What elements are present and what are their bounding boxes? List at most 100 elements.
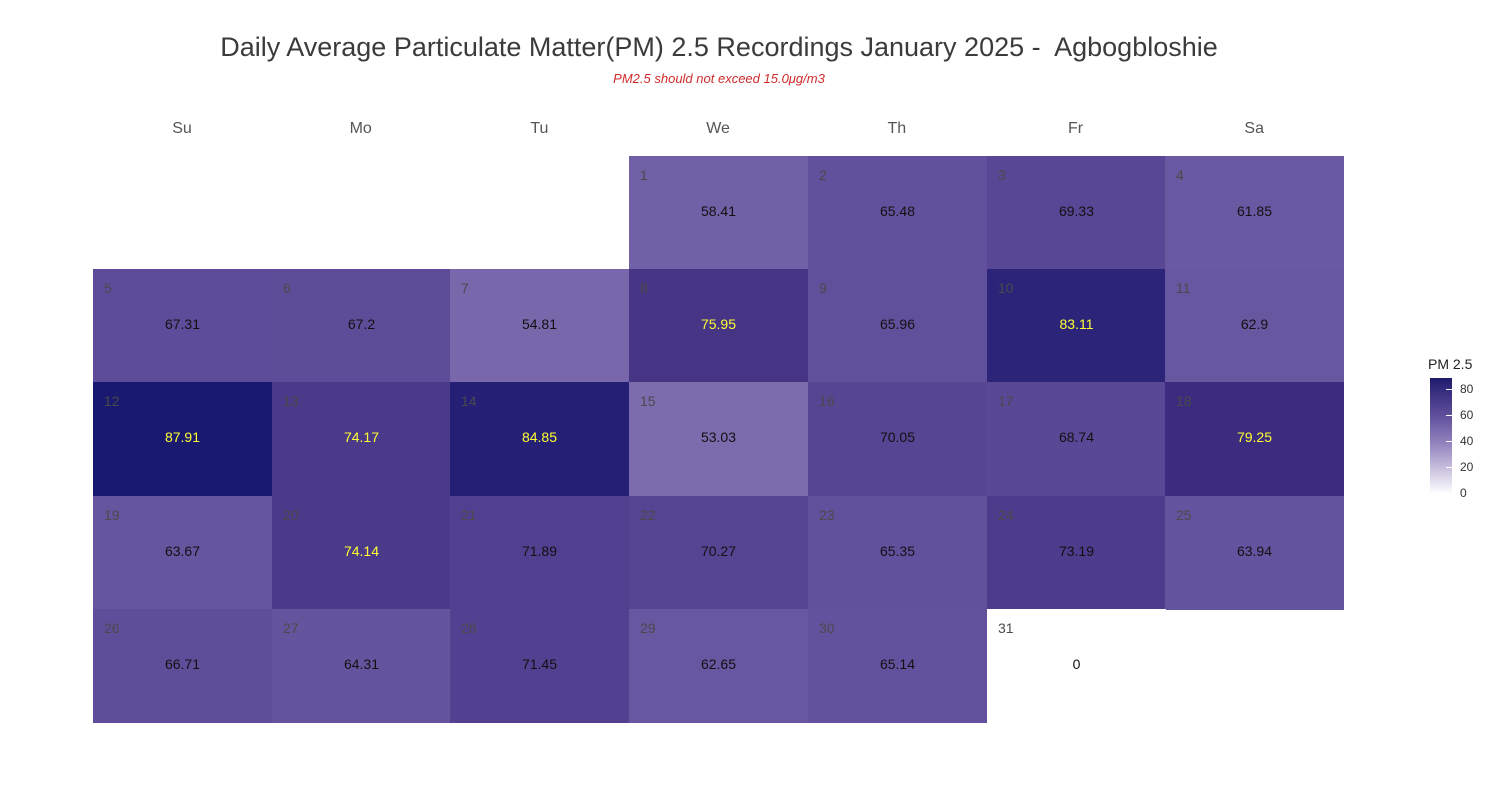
day-number: 6 (283, 280, 291, 296)
pm25-value-label: 74.17 (343, 429, 380, 445)
legend-tick-mark (1446, 441, 1452, 442)
calendar-cell-day-2: 2 65.48 (808, 156, 987, 270)
day-number: 17 (998, 393, 1014, 409)
calendar-cell-day-8: 8 75.95 (629, 269, 808, 383)
pm25-value-label: 83.11 (1059, 316, 1094, 332)
pm25-value-label: 65.48 (879, 203, 916, 219)
calendar-cell-day-19: 19 63.67 (93, 496, 272, 610)
weekday-label-sa: Sa (1244, 120, 1264, 137)
calendar-cell-day-31: 31 0 (987, 609, 1166, 723)
day-number: 2 (819, 167, 827, 183)
day-number: 15 (640, 393, 656, 409)
pm25-value-label: 65.14 (879, 656, 916, 672)
pm25-value-label: 63.94 (1236, 543, 1273, 559)
weekday-label-su: Su (172, 120, 192, 137)
day-number: 28 (461, 620, 477, 636)
day-number: 3 (998, 167, 1006, 183)
legend-color-bar (1430, 378, 1452, 494)
pm25-value-label: 62.65 (700, 656, 737, 672)
pm25-value-label: 73.19 (1058, 543, 1095, 559)
legend-tick-label: 80 (1460, 382, 1474, 396)
pm25-value-label: 71.89 (521, 543, 558, 559)
day-number: 10 (998, 280, 1014, 296)
legend-tick-mark (1446, 389, 1452, 390)
day-number: 18 (1176, 393, 1192, 409)
weekday-label-we: We (706, 120, 730, 137)
pm25-value-label: 71.45 (521, 656, 558, 672)
legend-tick-label: 20 (1460, 460, 1474, 474)
day-number: 4 (1176, 167, 1184, 183)
calendar-cell-day-15: 15 53.03 (629, 382, 808, 496)
legend-tick-label: 60 (1460, 408, 1474, 422)
pm25-value-label: 64.31 (343, 656, 380, 672)
chart-title: Daily Average Particulate Matter(PM) 2.5… (220, 32, 1218, 62)
calendar-cell-day-12: 12 87.91 (93, 382, 272, 496)
calendar-cell-day-26: 26 66.71 (93, 609, 272, 723)
day-number: 12 (104, 393, 120, 409)
day-number: 11 (1176, 280, 1191, 296)
calendar-cell-day-20: 20 74.14 (272, 496, 451, 610)
pm25-value-label: 67.2 (347, 316, 376, 332)
pm25-value-label: 70.05 (879, 429, 916, 445)
day-number: 20 (283, 507, 299, 523)
calendar-cell-day-18: 18 79.25 (1165, 382, 1344, 496)
calendar-cell-day-16: 16 70.05 (808, 382, 987, 496)
calendar-cell-day-13: 13 74.17 (272, 382, 451, 496)
calendar-cell-day-14: 14 84.85 (450, 382, 629, 496)
calendar-cell-day-29: 29 62.65 (629, 609, 808, 723)
day-number: 30 (819, 620, 835, 636)
pm25-value-label: 0 (1072, 656, 1081, 672)
calendar-cell-day-10: 10 83.11 (987, 269, 1166, 383)
pm25-value-label: 62.9 (1240, 316, 1269, 332)
day-number: 25 (1176, 507, 1192, 523)
day-number: 22 (640, 507, 656, 523)
calendar-cell-day-11: 11 62.9 (1165, 269, 1344, 383)
pm25-value-label: 67.31 (164, 316, 201, 332)
day-number: 14 (461, 393, 477, 409)
legend-tick-label: 40 (1460, 434, 1474, 448)
day-number: 8 (640, 280, 648, 296)
pm25-value-label: 58.41 (700, 203, 737, 219)
day-number: 29 (640, 620, 656, 636)
calendar-cell-day-5: 5 67.31 (93, 269, 272, 383)
day-number: 23 (819, 507, 835, 523)
pm25-value-label: 54.81 (521, 316, 558, 332)
calendar-cell-day-24: 24 73.19 (987, 496, 1166, 610)
pm25-value-label: 75.95 (700, 316, 737, 332)
calendar-cell-day-28: 28 71.45 (450, 609, 629, 723)
day-number: 27 (283, 620, 299, 636)
pm25-value-label: 84.85 (521, 429, 558, 445)
day-number: 13 (283, 393, 299, 409)
pm25-value-label: 61.85 (1236, 203, 1273, 219)
calendar-cell-day-6: 6 67.2 (272, 269, 451, 383)
day-number: 1 (640, 167, 648, 183)
calendar-cell-day-25: 25 63.94 (1165, 496, 1344, 610)
weekday-label-mo: Mo (349, 120, 372, 137)
day-number: 26 (104, 620, 120, 636)
day-number: 16 (819, 393, 835, 409)
legend-tick-mark (1446, 467, 1452, 468)
pm25-value-label: 66.71 (164, 656, 201, 672)
calendar-cell-day-21: 21 71.89 (450, 496, 629, 610)
day-number: 7 (461, 280, 469, 296)
calendar-cell-day-23: 23 65.35 (808, 496, 987, 610)
pm25-value-label: 68.74 (1058, 429, 1095, 445)
day-number: 31 (998, 620, 1014, 636)
day-number: 21 (461, 507, 477, 523)
pm25-value-label: 65.96 (879, 316, 916, 332)
calendar-cell-day-4: 4 61.85 (1165, 156, 1344, 270)
calendar-cell-day-27: 27 64.31 (272, 609, 451, 723)
weekday-label-th: Th (887, 120, 907, 137)
calendar-cell-day-22: 22 70.27 (629, 496, 808, 610)
calendar-cell-day-1: 1 58.41 (629, 156, 808, 270)
pm25-value-label: 79.25 (1236, 429, 1273, 445)
pm25-value-label: 74.14 (343, 543, 380, 559)
calendar-cell-day-30: 30 65.14 (808, 609, 987, 723)
calendar-cell-day-17: 17 68.74 (987, 382, 1166, 496)
day-number: 24 (998, 507, 1014, 523)
pm25-value-label: 87.91 (164, 429, 201, 445)
legend-tick-label: 0 (1460, 486, 1467, 500)
pm25-value-label: 70.27 (700, 543, 737, 559)
pm25-value-label: 69.33 (1058, 203, 1095, 219)
chart-subtitle: PM2.5 should not exceed 15.0μg/m3 (613, 71, 825, 86)
